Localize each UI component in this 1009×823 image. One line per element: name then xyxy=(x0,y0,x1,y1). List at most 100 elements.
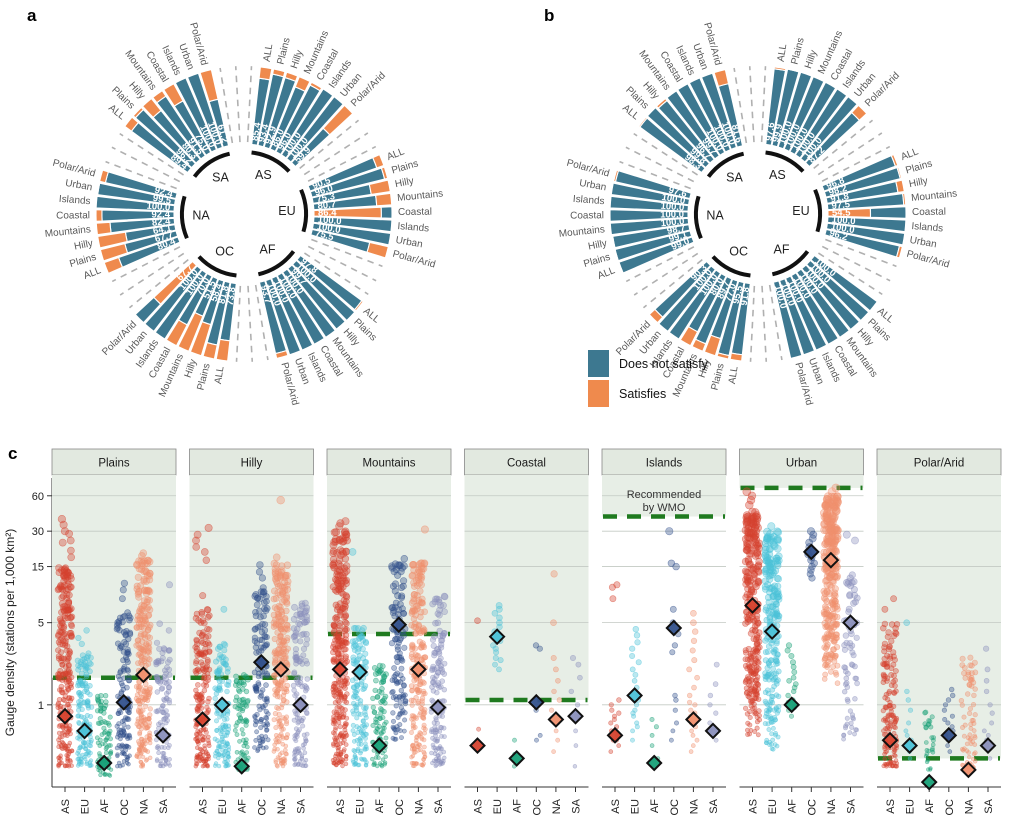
jitter-point xyxy=(256,735,262,740)
jitter-point xyxy=(147,621,154,629)
jitter-point xyxy=(60,671,67,678)
jitter-point xyxy=(258,637,266,644)
jitter-point xyxy=(537,732,543,738)
jitter-point xyxy=(397,679,404,685)
jitter-point xyxy=(277,642,284,649)
jitter-point xyxy=(156,620,163,627)
jitter-point xyxy=(383,735,389,741)
category-label: Hilly xyxy=(183,358,200,379)
jitter-point xyxy=(352,693,358,699)
category-label: Hilly xyxy=(587,238,608,252)
mean-diamond xyxy=(567,707,584,725)
jitter-point xyxy=(756,717,762,723)
satisfies-swatch xyxy=(588,380,609,407)
jitter-point xyxy=(263,734,269,740)
radial-bar-remainder xyxy=(648,308,664,324)
jitter-point xyxy=(77,663,84,670)
jitter-point xyxy=(888,708,894,714)
jitter-point xyxy=(893,758,899,763)
jitter-point xyxy=(767,671,774,677)
jitter-point xyxy=(691,684,697,691)
x-tick-label: EU xyxy=(492,799,504,814)
radial-bar-remainder xyxy=(655,97,668,109)
radial-bar-remainder xyxy=(98,169,110,184)
jitter-point xyxy=(672,692,678,699)
jitter-point xyxy=(163,680,170,687)
jitter-point xyxy=(970,757,976,762)
x-tick-label: AF xyxy=(99,799,111,813)
jitter-point xyxy=(298,602,306,610)
jitter-point xyxy=(823,609,831,617)
jitter-point xyxy=(441,608,448,615)
jitter-point xyxy=(263,604,271,612)
jitter-point xyxy=(202,640,209,648)
jitter-point xyxy=(278,608,286,615)
category-label: Hilly xyxy=(394,176,415,190)
jitter-point xyxy=(58,753,63,758)
jitter-point xyxy=(400,577,408,585)
radial-bar xyxy=(174,77,218,153)
jitter-point xyxy=(418,565,426,573)
jitter-point xyxy=(972,750,978,756)
jitter-point xyxy=(216,685,223,691)
jitter-point xyxy=(76,756,82,762)
jitter-point xyxy=(966,710,973,717)
jitter-point xyxy=(57,617,65,624)
jitter-point xyxy=(221,647,228,654)
jitter-point xyxy=(671,642,679,649)
jitter-point xyxy=(841,736,846,742)
jitter-point xyxy=(272,553,281,562)
category-label: Plains xyxy=(196,362,213,391)
sector-label-EU: EU xyxy=(792,204,809,218)
jitter-point xyxy=(362,640,370,647)
jitter-point xyxy=(754,725,760,731)
jitter-point xyxy=(292,692,298,699)
jitter-point xyxy=(291,632,298,640)
jitter-point xyxy=(75,751,80,756)
jitter-point xyxy=(98,772,103,778)
jitter-point xyxy=(392,727,398,733)
jitter-point xyxy=(673,720,679,726)
jitter-point xyxy=(750,705,756,712)
jitter-point xyxy=(672,707,678,713)
jitter-point xyxy=(744,557,753,565)
jitter-point xyxy=(166,581,174,589)
x-tick-label: SA xyxy=(846,798,858,813)
jitter-point xyxy=(890,661,897,668)
jitter-point xyxy=(689,647,696,654)
jitter-point xyxy=(553,666,559,673)
jitter-point xyxy=(126,716,132,722)
jitter-point xyxy=(608,702,614,708)
jitter-point xyxy=(764,664,771,671)
jitter-point xyxy=(138,751,144,757)
jitter-point xyxy=(256,561,264,569)
gap-dash xyxy=(825,238,897,268)
jitter-point xyxy=(419,701,425,707)
jitter-point xyxy=(255,568,264,576)
jitter-point xyxy=(398,687,404,694)
jitter-point xyxy=(381,673,387,680)
jitter-point xyxy=(87,743,92,748)
jitter-point xyxy=(632,671,639,678)
jitter-point xyxy=(374,714,380,720)
jitter-point xyxy=(198,651,205,658)
gap-dash xyxy=(111,146,181,183)
jitter-point xyxy=(492,655,499,662)
jitter-point xyxy=(807,566,815,574)
jitter-point xyxy=(764,737,770,743)
jitter-point xyxy=(124,646,131,653)
jitter-point xyxy=(712,681,719,687)
jitter-point xyxy=(125,667,132,674)
jitter-point xyxy=(854,680,860,687)
jitter-point xyxy=(690,637,698,644)
jitter-point xyxy=(608,749,614,754)
jitter-point xyxy=(846,640,854,647)
jitter-point xyxy=(762,553,770,561)
jitter-point xyxy=(256,607,263,615)
jitter-point xyxy=(264,720,270,726)
jitter-point xyxy=(142,681,149,687)
jitter-point xyxy=(830,596,838,604)
radial-bar-remainder xyxy=(638,116,648,128)
jitter-point xyxy=(822,539,830,548)
